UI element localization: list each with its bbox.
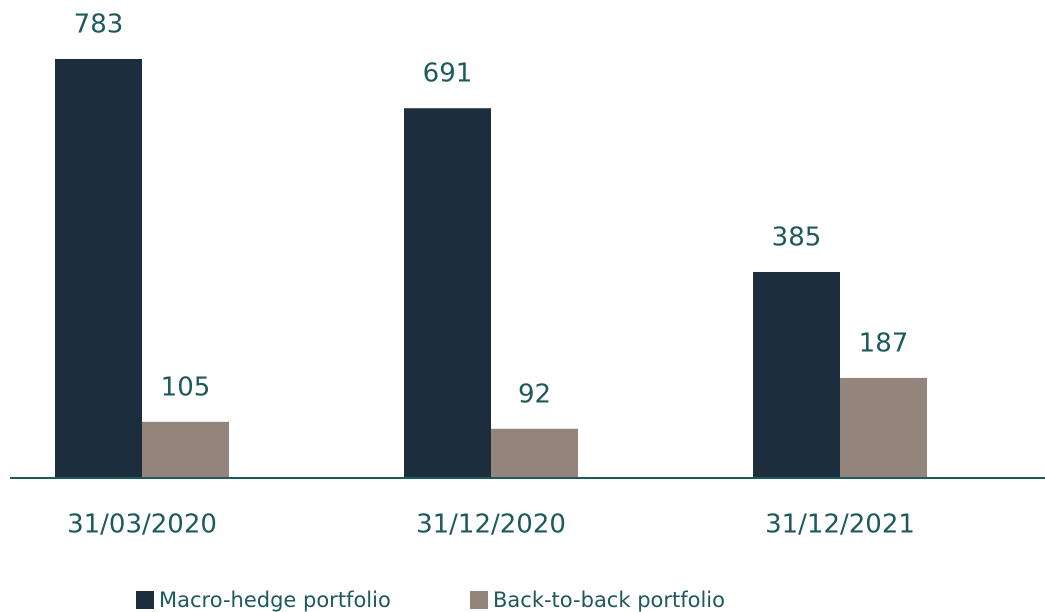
x-tick-label: 31/12/2021	[765, 510, 915, 540]
legend-label: Back-to-back portfolio	[493, 588, 725, 612]
bar	[840, 377, 927, 478]
x-tick-label: 31/12/2020	[416, 510, 566, 540]
legend-swatch	[136, 591, 154, 609]
value-label: 691	[423, 59, 473, 89]
bar	[404, 108, 491, 478]
bar	[55, 59, 142, 478]
legend-swatch	[470, 591, 488, 609]
value-label: 105	[161, 372, 211, 402]
value-label: 783	[74, 10, 124, 40]
bar	[491, 428, 578, 478]
x-tick-label: 31/03/2020	[67, 510, 217, 540]
bar	[142, 421, 229, 478]
value-label: 92	[518, 379, 551, 409]
value-label: 385	[772, 222, 822, 252]
bar	[753, 271, 840, 478]
legend-label: Macro-hedge portfolio	[159, 588, 391, 612]
value-label: 187	[859, 328, 909, 358]
